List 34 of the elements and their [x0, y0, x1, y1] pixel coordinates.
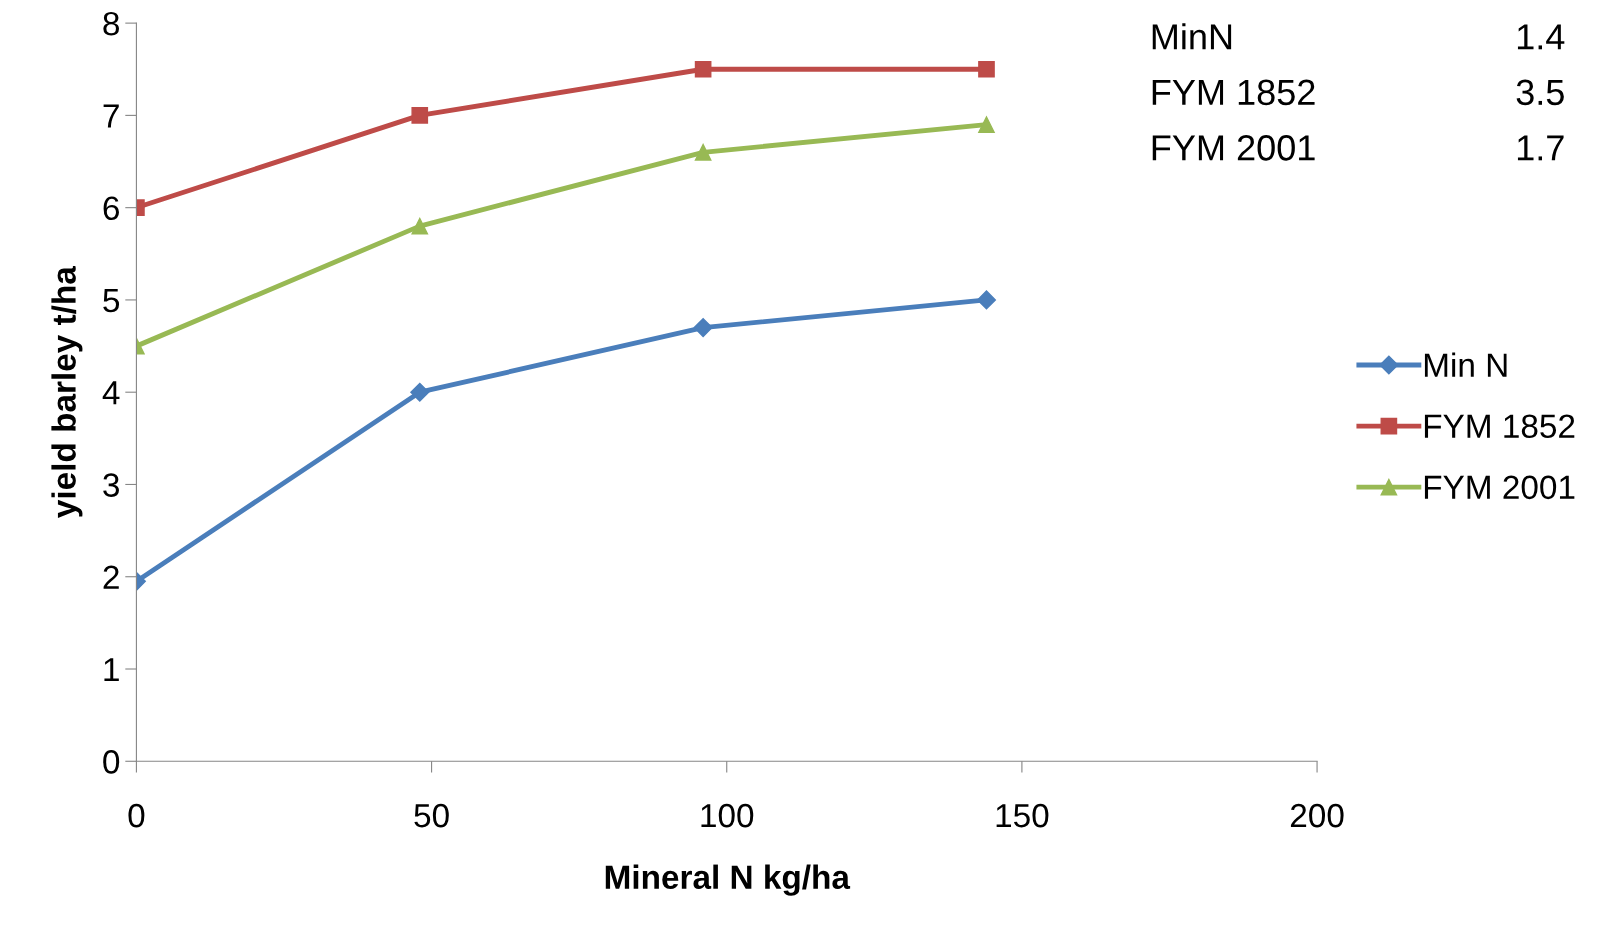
y-tick-label: 3: [103, 473, 119, 497]
y-tick-label: 7: [103, 104, 119, 128]
y-axis-title: yield barley t/ha: [51, 266, 83, 518]
y-tick-label: 1: [104, 658, 119, 682]
y-tick-label: 4: [102, 381, 120, 405]
annotation: FYM 1852: [1152, 79, 1315, 106]
text: 3.5: [1516, 79, 1564, 106]
point: [978, 60, 995, 78]
text: 1.7: [1517, 135, 1564, 161]
y-tick-label: 2: [103, 565, 119, 589]
x-axis-title: Mineral N kg/ha: [605, 864, 851, 896]
point: [693, 318, 713, 338]
point: [978, 116, 995, 133]
point: [411, 217, 429, 235]
x-tick-label: 150: [996, 803, 1049, 828]
legend-label: FYM 1852: [1424, 414, 1575, 439]
point: [410, 382, 430, 402]
x-tick-label: 50: [414, 803, 449, 828]
point: [694, 143, 712, 161]
y-tick-label: 8: [103, 11, 119, 36]
legend-label: FYM 2001: [1424, 475, 1575, 500]
x-tick-label: 100: [701, 803, 754, 828]
x-tick-label: 200: [1290, 803, 1344, 828]
x-tick-label: 0: [128, 803, 145, 828]
annotation: FYM 2001: [1152, 135, 1315, 161]
y-tick-label: 0: [103, 750, 120, 774]
legend-label: Min N: [1424, 352, 1507, 377]
point: [411, 107, 429, 124]
y-tick-label: 6: [103, 196, 119, 221]
text: 1.4: [1517, 24, 1565, 50]
point: [694, 60, 712, 78]
y-tick-label: 5: [103, 289, 120, 313]
annotation: MinN: [1152, 23, 1232, 50]
point: [976, 290, 997, 310]
